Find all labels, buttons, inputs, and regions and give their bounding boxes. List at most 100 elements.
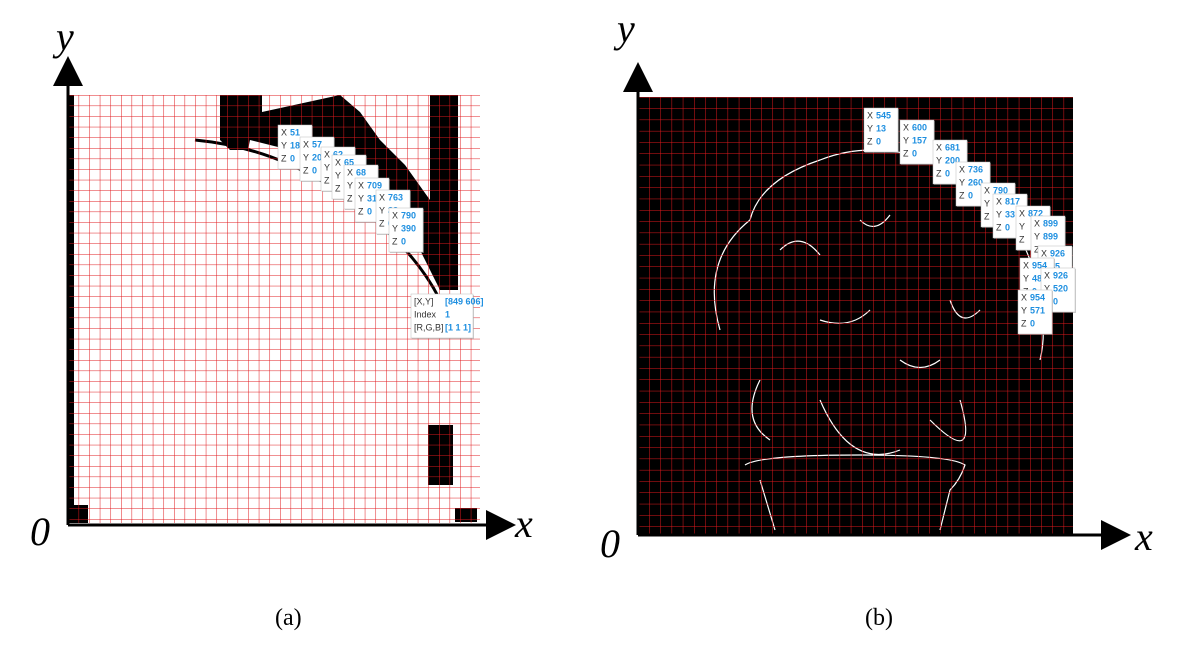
datatip-label: [R,G,B] (414, 322, 444, 332)
datatip-label: X (392, 210, 398, 220)
datatip-label: Z (324, 175, 330, 185)
datatip-value: 790 (993, 185, 1008, 195)
datatip-value: 157 (912, 135, 927, 145)
datatip-label: X (281, 127, 287, 137)
datatip-label: X (1034, 218, 1040, 228)
datatip-label: X (324, 149, 330, 159)
datatip-value: 31 (367, 193, 377, 203)
datatip-label: Y (903, 135, 909, 145)
datatip-value: 926 (1050, 248, 1065, 258)
caption: (b) (865, 605, 893, 631)
datatip-value: 545 (876, 110, 891, 120)
datatip-value: 520 (1053, 283, 1068, 293)
datatip-value: 48 (1032, 273, 1042, 283)
datatip-value: 926 (1053, 270, 1068, 280)
datatip-label: Z (392, 236, 398, 246)
datatip-label: Z (347, 193, 353, 203)
datatip-value: 0 (312, 165, 317, 175)
datatip-label: Y (1019, 221, 1025, 231)
origin-label: 0 (30, 509, 50, 554)
datatip-label: Y (936, 155, 942, 165)
datatip-label: X (1041, 248, 1047, 258)
datatip-value: 899 (1043, 218, 1058, 228)
y-axis-label: y (52, 14, 74, 59)
datatip-label: Y (358, 193, 364, 203)
datatip-label: Y (867, 123, 873, 133)
datatip-label: X (959, 164, 965, 174)
datatip-value: 200 (945, 155, 960, 165)
datatip-value: 681 (945, 142, 960, 152)
datatip-value: 45 (1050, 261, 1060, 271)
datatip-value: 736 (968, 164, 983, 174)
datatip-label: Z (996, 222, 1002, 232)
datatip-label: Y (959, 177, 965, 187)
datatip-label: Y (335, 170, 341, 180)
datatip-label: X (984, 185, 990, 195)
datatip-label: Y (1023, 273, 1029, 283)
datatip-label: Y (347, 180, 353, 190)
datatip-label: Z (984, 211, 990, 221)
datatip-value: 0 (1053, 296, 1058, 306)
origin-label: 0 (600, 521, 620, 566)
datatip-value: 13 (876, 123, 886, 133)
image-b (638, 97, 1073, 535)
datatip-label: Z (1034, 244, 1040, 254)
datatip-label: Z (936, 168, 942, 178)
datatip-label: Y (303, 152, 309, 162)
datatip-label: Z (379, 218, 385, 228)
datatip-value: 0 (401, 236, 406, 246)
datatip-label: Z (903, 148, 909, 158)
datatip-label: X (303, 139, 309, 149)
datatip-value: 954 (1032, 260, 1047, 270)
datatip-value: 817 (1005, 196, 1020, 206)
datatip-value: 62 (333, 149, 343, 159)
datatip-value: [1 1 1] (445, 322, 471, 332)
datatip-value: 68 (356, 167, 366, 177)
datatip-label: Z (959, 190, 965, 200)
datatip-label: X (1019, 208, 1025, 218)
datatip-label: X (867, 110, 873, 120)
datatip-value: 0 (290, 153, 295, 163)
datatip-label: X (358, 180, 364, 190)
datatip-value: 18 (290, 140, 300, 150)
datatip-label: Y (392, 223, 398, 233)
caption: (a) (275, 605, 302, 631)
datatip-value: 954 (1030, 292, 1045, 302)
datatip-value: [849 606] (445, 296, 484, 306)
datatip-value: 0 (1030, 318, 1035, 328)
datatip-label: Y (984, 198, 990, 208)
datatip-value: 709 (367, 180, 382, 190)
datatip-value: 0 (945, 168, 950, 178)
datatip: [X,Y] [849 606] Index 1[R,G,B] [1 1 1] (410, 293, 484, 339)
datatip-value: 0 (876, 136, 881, 146)
datatip-label: Y (324, 162, 330, 172)
datatip-label: [X,Y] (414, 296, 434, 306)
datatip-label: Z (867, 136, 873, 146)
datatip-label: Z (358, 206, 364, 216)
datatip-label: X (1044, 270, 1050, 280)
datatip-label: X (335, 157, 341, 167)
datatip-label: X (936, 142, 942, 152)
datatip-value: 571 (1030, 305, 1045, 315)
datatip-label: Y (379, 205, 385, 215)
datatip-value: 790 (401, 210, 416, 220)
datatip-value: 763 (388, 192, 403, 202)
x-axis-label: x (1134, 514, 1153, 559)
datatip-value: 600 (912, 122, 927, 132)
datatip-label: Z (281, 153, 287, 163)
datatip-value: 65 (344, 157, 354, 167)
datatip-label: Z (335, 183, 341, 193)
datatip-value: 1 (445, 309, 450, 319)
datatip-value: 0 (367, 206, 372, 216)
datatip-label: Y (281, 140, 287, 150)
datatip-value: 390 (401, 223, 416, 233)
datatip-value: 0 (912, 148, 917, 158)
datatip-value: 0 (968, 190, 973, 200)
datatip-label: Z (303, 165, 309, 175)
datatip-label: Z (1019, 234, 1025, 244)
x-axis-label: x (514, 501, 533, 546)
